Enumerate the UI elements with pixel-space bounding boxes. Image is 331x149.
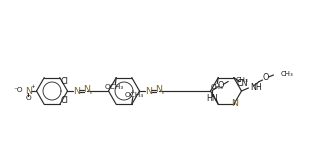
Text: OCH₃: OCH₃: [105, 84, 124, 90]
Text: O: O: [262, 73, 269, 83]
Text: Cl: Cl: [61, 96, 69, 105]
Text: N: N: [25, 87, 32, 96]
Text: N: N: [231, 99, 238, 108]
Text: N: N: [155, 86, 162, 94]
Text: CH₃: CH₃: [211, 84, 224, 90]
Text: CH₃: CH₃: [280, 71, 293, 77]
Text: Cl: Cl: [61, 77, 69, 86]
Text: NH: NH: [251, 83, 262, 91]
Text: N: N: [83, 86, 90, 94]
Text: OCH₃: OCH₃: [125, 92, 144, 98]
Text: HN: HN: [206, 94, 218, 103]
Text: O: O: [25, 95, 31, 101]
Text: CN: CN: [237, 79, 249, 88]
Text: N: N: [145, 87, 152, 96]
Text: ': ': [89, 91, 91, 97]
Text: O: O: [217, 81, 223, 90]
Text: N: N: [73, 87, 80, 96]
Text: ⁻O: ⁻O: [14, 87, 24, 93]
Text: CH₃: CH₃: [235, 77, 248, 83]
Text: ': ': [161, 91, 163, 97]
Text: +: +: [30, 84, 35, 90]
